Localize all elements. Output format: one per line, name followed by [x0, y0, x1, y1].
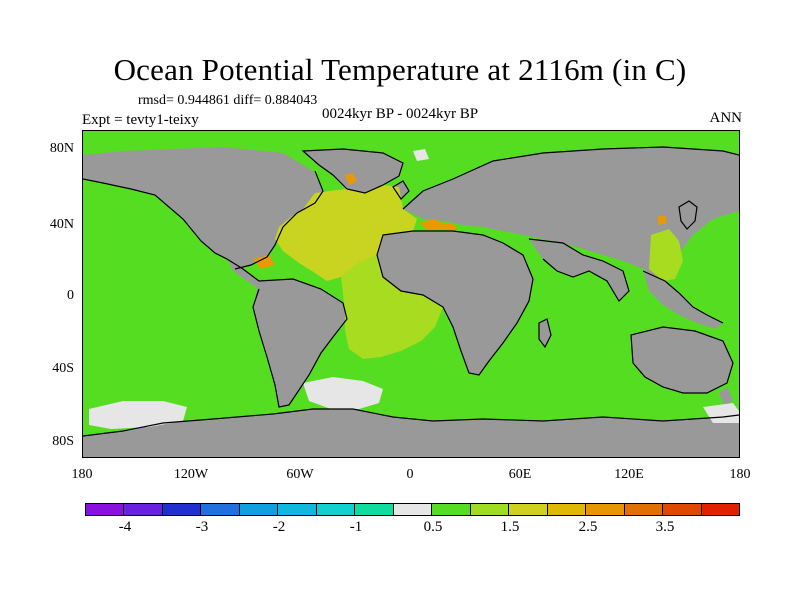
- colorbar-box: [701, 504, 739, 515]
- land-japan: [679, 201, 697, 229]
- experiment-label: Expt = tevty1-teixy: [82, 112, 199, 128]
- colorbar-box: [432, 504, 471, 515]
- colorbar-label: 3.5: [655, 519, 675, 535]
- land-australia: [631, 327, 733, 393]
- colorbar-label: 0.5: [423, 519, 443, 535]
- colorbar-box: [547, 504, 587, 515]
- lon-label-60w: 60W: [286, 467, 314, 482]
- ice-ross: [89, 401, 187, 429]
- hotspot-labrador: [345, 173, 357, 185]
- land-north-america: [83, 147, 323, 269]
- season-label: ANN: [709, 110, 743, 126]
- plot-title: Ocean Potential Temperature at 2116m (in…: [113, 52, 687, 87]
- time-subtitle: 0024kyr BP - 0024kyr BP: [322, 106, 479, 122]
- land-se-asia: [643, 271, 723, 329]
- colorbar-box: [509, 504, 548, 515]
- colorbar-label: -2: [272, 519, 286, 535]
- land-central-america: [227, 259, 263, 289]
- colorbar-label: 2.5: [578, 519, 598, 535]
- colorbar-label: 1.5: [500, 519, 520, 535]
- hotspot-japan-sea: [657, 215, 667, 225]
- colorbar-box: [470, 504, 510, 515]
- lat-label-80n: 80N: [49, 141, 74, 156]
- lon-label-120w: 120W: [173, 467, 209, 482]
- colorbar-label: -3: [195, 519, 209, 535]
- colorbar-box: [278, 504, 317, 515]
- colorbar-box: [663, 504, 702, 515]
- colorbar-box: [86, 504, 125, 515]
- westpacific-mid-region: [649, 229, 683, 281]
- lat-label-80s: 80S: [52, 434, 74, 449]
- lon-label-180w: 180: [71, 467, 93, 482]
- map-canvas: [83, 131, 739, 457]
- colorbar-box: [162, 504, 202, 515]
- colorbar: [85, 503, 740, 516]
- land-greenland: [303, 149, 403, 193]
- atlantic-mid-region: [341, 255, 443, 359]
- lat-label-0: 0: [67, 288, 74, 303]
- land-antarctica: [83, 409, 739, 457]
- land-africa: [377, 231, 533, 375]
- colorbar-box: [586, 504, 625, 515]
- stats-line: rmsd= 0.944861 diff= 0.884043: [138, 93, 318, 108]
- lat-label-40n: 40N: [49, 217, 74, 232]
- hotspot-mediterranean: [419, 219, 457, 231]
- colorbar-box: [624, 504, 664, 515]
- coastlines: [83, 146, 739, 437]
- colorbar-box: [239, 504, 279, 515]
- land-arabia-india: [529, 239, 629, 301]
- lon-label-120e: 120E: [614, 467, 644, 482]
- hotspot-caribbean: [253, 255, 275, 269]
- land-new-zealand: [719, 387, 733, 407]
- world-map: [82, 130, 740, 458]
- land-south-america: [253, 279, 347, 407]
- colorbar-box: [201, 504, 240, 515]
- colorbar-box: [393, 504, 433, 515]
- colorbar-label: -4: [118, 519, 132, 535]
- lat-label-40s: 40S: [52, 361, 74, 376]
- ice-arctic: [413, 149, 429, 161]
- lon-label-0: 0: [406, 467, 414, 482]
- lon-label-180e: 180: [729, 467, 751, 482]
- lon-label-60e: 60E: [508, 467, 532, 482]
- atlantic-warm-region: [275, 185, 417, 281]
- colorbar-box: [316, 504, 356, 515]
- colorbar-box: [124, 504, 163, 515]
- colorbar-box: [355, 504, 394, 515]
- colorbar-label: -1: [349, 519, 363, 535]
- ice-weddell: [303, 377, 383, 409]
